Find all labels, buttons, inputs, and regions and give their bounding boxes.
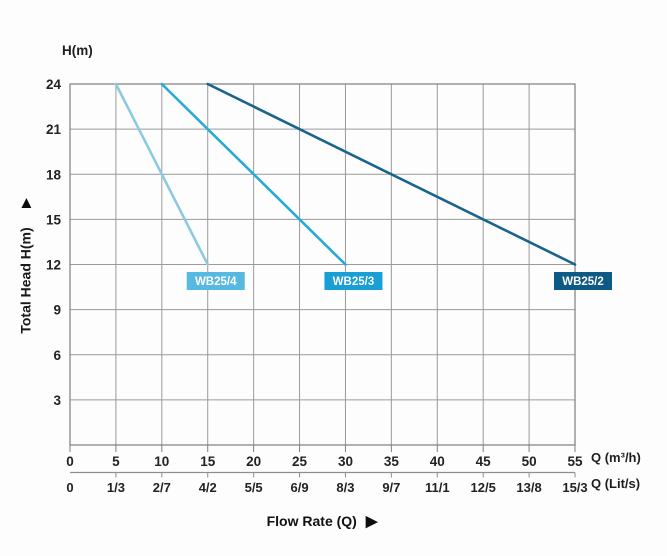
- series-label-text-wb25-3: WB25/3: [333, 276, 375, 288]
- x-tick-label-lits-10: 13/8: [516, 480, 541, 495]
- x-tick-label-m3h-8: 40: [430, 454, 445, 469]
- x-tick-label-m3h-11: 55: [567, 454, 583, 469]
- x-axis-title: Flow Rate (Q) ▶: [232, 512, 412, 530]
- series-label-text-wb25-4: WB25/4: [195, 276, 237, 288]
- series-label-box-wb25-3: [324, 272, 383, 290]
- x-tick-label-lits-1: 1/3: [107, 480, 125, 495]
- series-label-box-wb25-4: [186, 272, 245, 290]
- x-axis-title-text: Flow Rate (Q): [266, 513, 357, 529]
- x-axis-unit-m3h: Q (m³/h): [591, 450, 641, 465]
- series-line-wb25-2: [206, 82, 577, 266]
- series-line-wb25-4: [114, 82, 210, 266]
- y-tick-label-9: 9: [53, 303, 61, 318]
- x-tick-label-m3h-7: 35: [384, 454, 400, 469]
- right-arrow-icon: ▶: [365, 513, 378, 530]
- x-tick-label-lits-11: 15/3: [562, 480, 587, 495]
- x-tick-label-lits-9: 12/5: [471, 480, 496, 495]
- x-tick-label-m3h-10: 50: [522, 454, 537, 469]
- x-tick-label-lits-3: 4/2: [199, 480, 217, 495]
- x-tick-label-m3h-3: 15: [200, 454, 216, 469]
- x-tick-label-m3h-5: 25: [292, 454, 308, 469]
- x-tick-label-m3h-1: 5: [112, 454, 120, 469]
- up-arrow-icon: ▲: [18, 193, 35, 212]
- x-tick-label-lits-5: 6/9: [291, 480, 309, 495]
- series-label-box-wb25-2: [554, 272, 612, 290]
- x-tick-label-lits-7: 9/7: [382, 480, 400, 495]
- x-tick-label-lits-4: 5/5: [245, 480, 263, 495]
- y-tick-label-12: 12: [46, 258, 61, 273]
- x-tick-label-m3h-9: 45: [476, 454, 492, 469]
- x-tick-label-lits-0: 0: [66, 480, 73, 495]
- x-tick-label-lits-6: 8/3: [336, 480, 354, 495]
- y-tick-label-6: 6: [53, 348, 61, 363]
- y-tick-label-21: 21: [46, 122, 62, 137]
- series-label-text-wb25-2: WB25/2: [562, 276, 604, 288]
- x-tick-label-m3h-6: 30: [338, 454, 353, 469]
- y-tick-label-18: 18: [46, 167, 62, 182]
- y-tick-label-24: 24: [46, 77, 62, 92]
- x-tick-label-m3h-4: 20: [246, 454, 261, 469]
- series-line-wb25-3: [160, 82, 347, 266]
- y-tick-label-15: 15: [46, 212, 62, 227]
- x-axis-unit-lits: Q (Lit/s): [591, 476, 641, 491]
- x-tick-label-m3h-2: 10: [154, 454, 169, 469]
- x-tick-label-lits-2: 2/7: [153, 480, 171, 495]
- y-axis-unit-label: H(m): [62, 43, 93, 58]
- x-tick-label-m3h-0: 0: [66, 454, 74, 469]
- y-tick-label-3: 3: [53, 393, 61, 408]
- x-tick-label-lits-8: 11/1: [425, 480, 450, 495]
